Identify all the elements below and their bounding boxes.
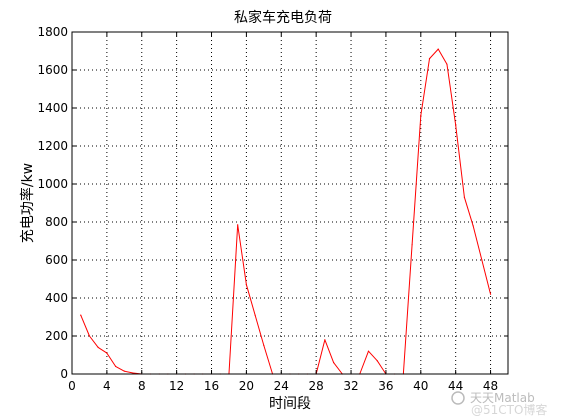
grid-lines: [72, 32, 508, 374]
data-point: [106, 352, 108, 354]
x-tick-label: 24: [274, 379, 289, 393]
plot-frame: [71, 31, 509, 375]
y-tick-label: 1000: [37, 177, 68, 191]
data-point: [123, 370, 125, 372]
data-point: [254, 314, 256, 316]
x-axis-label: 时间段: [269, 396, 311, 412]
data-point: [411, 244, 413, 246]
watermark-text: 天天Matlab: [470, 391, 535, 405]
y-tick-label: 1800: [37, 25, 68, 39]
data-point: [367, 350, 370, 352]
x-tick-label: 8: [138, 379, 146, 393]
data-point: [88, 335, 91, 337]
data-point: [324, 339, 326, 341]
data-point: [455, 124, 457, 126]
data-point: [420, 115, 422, 117]
data-point: [376, 360, 378, 362]
y-tick-label: 1600: [37, 63, 68, 77]
data-point: [132, 372, 134, 374]
x-tick-label: 0: [68, 379, 76, 393]
y-tick-label: 200: [45, 329, 68, 343]
data-point: [237, 224, 239, 226]
x-tick-label: 44: [448, 379, 463, 393]
data-point: [472, 225, 474, 227]
x-tick-label: 28: [309, 379, 324, 393]
x-tick-label: 4: [103, 379, 111, 393]
axis-ticks: 0 4 8 12 16 20 24 28 32 36 40 44 4802004006008001000…: [37, 25, 508, 393]
x-tick-label: 20: [239, 379, 254, 393]
y-tick-label: 1400: [37, 101, 68, 115]
data-point: [245, 284, 247, 286]
data-point: [446, 63, 448, 65]
y-tick-label: 800: [45, 215, 68, 229]
y-tick-label: 0: [60, 367, 68, 381]
y-tick-label: 600: [45, 253, 68, 267]
chart-title: 私家车充电负荷: [234, 9, 332, 26]
x-tick-label: 40: [413, 379, 428, 393]
data-point: [437, 48, 439, 50]
data-point: [97, 346, 99, 348]
data-point: [428, 58, 431, 60]
y-axis-label: 充电功率/kw: [19, 163, 36, 243]
y-tick-label: 400: [45, 291, 68, 305]
x-tick-label: 32: [343, 379, 358, 393]
watermark-subtext: @51CTO博客: [471, 402, 547, 417]
data-point: [80, 314, 82, 316]
x-tick-label: 36: [378, 379, 393, 393]
x-tick-label: 16: [204, 379, 219, 393]
data-point: [263, 344, 265, 347]
data-point: [481, 259, 483, 261]
x-tick-label: 12: [169, 379, 184, 393]
x-tick-label: 48: [483, 379, 498, 393]
data-point: [333, 362, 335, 364]
data-point: [489, 293, 492, 295]
data-point: [463, 196, 465, 198]
watermark: 天天Matlab @51CTO博客: [451, 391, 547, 417]
y-tick-label: 1200: [37, 139, 68, 153]
data-point: [115, 365, 117, 367]
watermark-logo-icon: [451, 391, 465, 405]
